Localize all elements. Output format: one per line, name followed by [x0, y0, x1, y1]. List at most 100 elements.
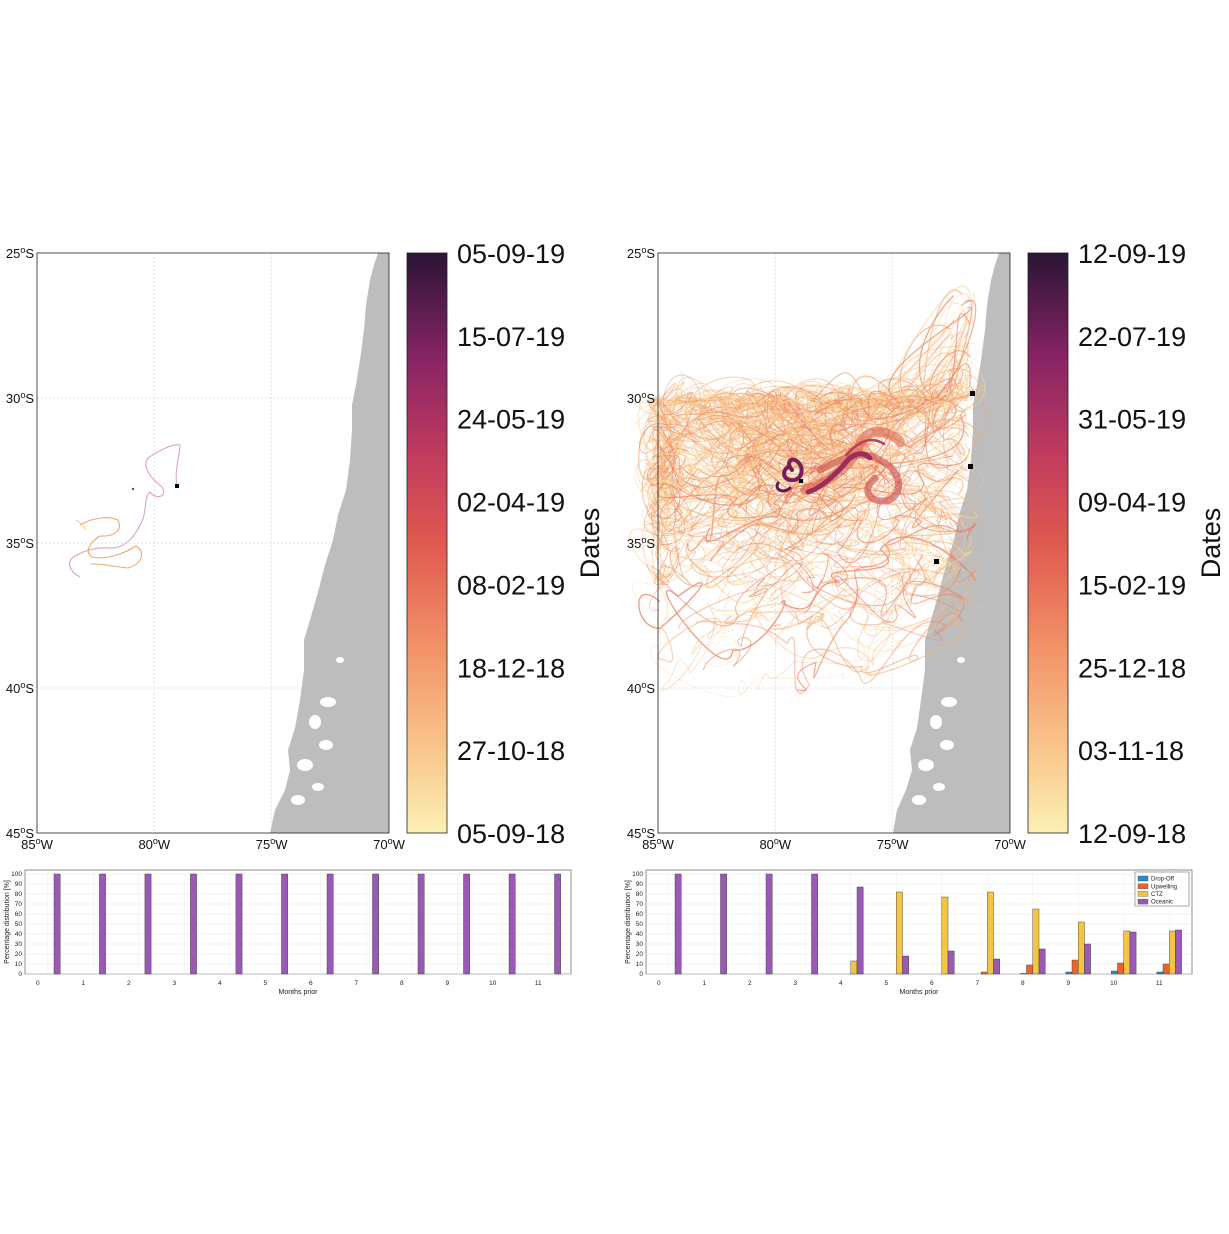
colorbar-tick-label: 05-09-19 [457, 239, 565, 269]
right-map-frame [657, 252, 1011, 834]
bar-y-tick-label: 0 [18, 971, 22, 978]
colorbar-tick-label: 25-12-18 [1078, 653, 1186, 683]
x-tick-label: 85oW [642, 836, 674, 852]
legend-entry: Oceanic [1151, 900, 1173, 906]
bar [720, 873, 727, 975]
trajectory-line [816, 469, 973, 560]
right-bar-chart-xlabel: Months prior [900, 989, 940, 996]
trajectory-line [803, 555, 964, 617]
bar [811, 873, 818, 975]
trajectory-line [695, 571, 978, 676]
legend-swatch [1137, 883, 1149, 889]
trajectory-line [707, 447, 838, 520]
left-colorbar-label: Dates [575, 508, 605, 579]
left-map-islands [291, 657, 344, 805]
trajectory-line [652, 477, 876, 550]
bar [1169, 930, 1176, 975]
bar-x-tick-label: 8 [400, 980, 404, 987]
x-tick-label: 85oW [21, 836, 53, 852]
right-map-dense-core [775, 427, 905, 505]
legend-entry: Drop-Off [1151, 877, 1174, 883]
trajectory-line [659, 568, 955, 691]
x-tick-label: 70oW [994, 836, 1026, 852]
bar-x-tick-label: 11 [1156, 980, 1163, 987]
colorbar-tick-label: 27-10-18 [457, 736, 565, 766]
left-release-site [175, 484, 179, 488]
trajectory-line [643, 331, 964, 451]
trajectory-line [649, 411, 889, 516]
trajectory-line [641, 382, 972, 527]
trajectory-line [646, 479, 857, 585]
x-tick-label: 70oW [373, 836, 405, 852]
left-bar-chart-marks: 0 10 20 30 40 50 60 70 80 90 100 0 1 2 3 4 5 6 7 8 9 10 11 [11, 870, 571, 987]
bar [850, 960, 858, 975]
bar-x-tick-label: 6 [930, 980, 934, 987]
left-bar-chart-ylabel: Percentage distribution [%] [4, 880, 11, 964]
trajectory-line [787, 469, 959, 544]
bar-x-tick-label: 9 [1066, 980, 1070, 987]
y-tick-label: 45oS [6, 825, 34, 841]
bar [417, 873, 425, 975]
trajectory-line [678, 471, 896, 629]
colorbar-tick-label: 05-09-18 [457, 819, 565, 849]
colorbar-tick-label: 08-02-19 [457, 570, 565, 600]
trajectory-line [651, 442, 870, 535]
bar [1038, 948, 1046, 975]
trajectory-line [722, 591, 965, 652]
bar [1156, 971, 1164, 975]
bar-y-tick-label: 30 [636, 941, 644, 948]
trajectory-line [659, 374, 854, 454]
trajectory-line [813, 306, 972, 417]
left-bar-chart-frame [24, 869, 572, 975]
trajectory-line [724, 522, 958, 573]
bar [902, 955, 909, 975]
bar [463, 873, 470, 975]
bar [1117, 962, 1124, 975]
bar [554, 873, 561, 975]
bar [144, 873, 152, 975]
bar-y-tick-label: 100 [632, 871, 643, 878]
bar-x-tick-label: 0 [36, 980, 40, 987]
bar [508, 873, 516, 975]
colorbar-tick-label: 12-09-19 [1078, 239, 1186, 269]
trajectory-line [827, 425, 967, 527]
legend-entry: Upwelling [1151, 884, 1177, 890]
left-map: 85oW 80oW 75oW 70oW 25oS 30oS 35oS 40oS 45oS [6, 245, 406, 852]
bar-x-tick-label: 1 [81, 980, 85, 987]
bar-y-tick-label: 50 [636, 921, 644, 928]
bar-y-tick-label: 60 [636, 911, 644, 918]
right-map-trajectories [629, 285, 987, 697]
y-tick-label: 30oS [6, 390, 34, 406]
bar [1020, 973, 1027, 975]
colorbar-tick-label: 18-12-18 [457, 653, 565, 683]
colorbar-tick-label: 02-04-19 [457, 488, 565, 518]
trajectory-line [646, 450, 862, 568]
trajectory-line [699, 419, 975, 564]
colorbar-tick-label: 12-09-18 [1078, 819, 1186, 849]
left-bar-chart-xlabel: Months prior [279, 989, 319, 996]
colorbar-tick-label: 03-11-18 [1078, 736, 1184, 766]
trajectory-line [756, 590, 960, 691]
trajectory-line [834, 385, 968, 472]
trajectory-line [828, 484, 957, 603]
left-map-ticks: 85oW 80oW 75oW 70oW 25oS 30oS 35oS 40oS 45oS [6, 245, 406, 852]
trajectory-line [718, 491, 965, 603]
right-map-islands [912, 657, 965, 805]
right-bar-chart-ylabel: Percentage distribution [%] [625, 880, 632, 964]
bar [190, 873, 197, 975]
colorbar-tick-label: 15-07-19 [457, 322, 565, 352]
trajectory-line [660, 577, 971, 691]
trajectory-line [654, 467, 984, 526]
trajectory-line [796, 523, 977, 692]
bar [1175, 929, 1182, 975]
trajectory-line [795, 334, 953, 437]
bar-y-tick-label: 70 [636, 901, 644, 908]
bar [99, 873, 106, 975]
trajectory-line [703, 563, 963, 671]
bar [235, 873, 243, 975]
y-tick-label: 35oS [6, 535, 34, 551]
bar-x-tick-label: 7 [975, 980, 979, 987]
y-tick-label: 45oS [627, 825, 655, 841]
